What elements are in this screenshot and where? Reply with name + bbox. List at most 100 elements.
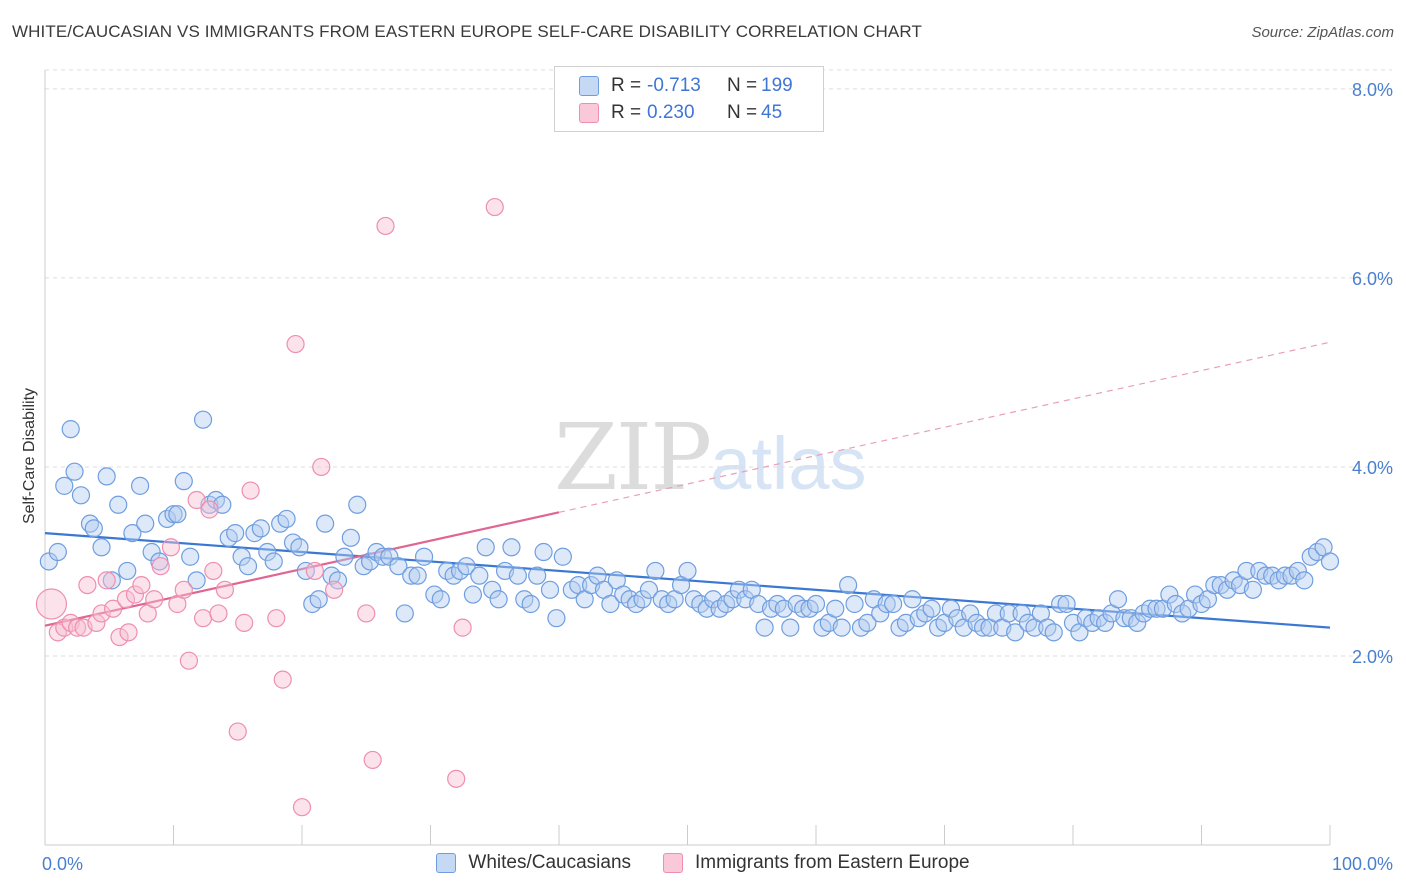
point-whites bbox=[871, 604, 890, 623]
y-tick-label: 2.0% bbox=[1352, 647, 1393, 667]
point-whites bbox=[961, 604, 980, 623]
point-whites bbox=[187, 571, 206, 590]
point-whites bbox=[1243, 580, 1263, 599]
point-whites bbox=[193, 410, 213, 429]
point-whites bbox=[723, 590, 742, 609]
point-whites bbox=[553, 547, 572, 566]
point-whites bbox=[483, 580, 502, 599]
legend-n-label: N = bbox=[727, 102, 758, 123]
point-whites bbox=[1012, 604, 1031, 623]
point-whites bbox=[1096, 613, 1115, 632]
point-immigrants bbox=[132, 575, 151, 595]
point-whites bbox=[414, 547, 434, 566]
point-whites bbox=[92, 538, 111, 557]
point-immigrants bbox=[174, 580, 193, 599]
legend-r-value: 0.230 bbox=[647, 102, 695, 123]
point-immigrants bbox=[193, 609, 213, 628]
point-whites bbox=[999, 604, 1018, 623]
legend-box: R = -0.713 N = 199 R = 0.230 N = 45 bbox=[554, 66, 824, 132]
point-whites bbox=[502, 538, 521, 557]
legend-swatch-whites bbox=[579, 76, 599, 96]
point-immigrants bbox=[145, 590, 164, 609]
point-whites bbox=[941, 599, 961, 618]
point-whites bbox=[1147, 599, 1166, 618]
point-whites bbox=[903, 590, 922, 609]
point-whites bbox=[164, 505, 183, 524]
legend-n-value: 45 bbox=[761, 102, 783, 123]
point-whites bbox=[65, 462, 84, 481]
point-immigrants bbox=[187, 490, 206, 510]
bottom-legend-label-immigrants: Immigrants from Eastern Europe bbox=[695, 852, 970, 873]
point-whites bbox=[489, 590, 508, 609]
point-immigrants bbox=[116, 590, 136, 609]
legend-r-value: -0.713 bbox=[647, 75, 701, 96]
point-immigrants bbox=[305, 561, 324, 581]
point-whites bbox=[258, 542, 277, 562]
bottom-legend-label-whites: Whites/Caucasians bbox=[468, 852, 632, 873]
point-whites bbox=[402, 566, 421, 585]
point-whites bbox=[118, 561, 137, 581]
point-whites bbox=[1044, 623, 1063, 642]
point-immigrants bbox=[241, 481, 260, 500]
point-immigrants bbox=[267, 609, 286, 628]
point-whites bbox=[639, 580, 659, 599]
y-tick-label: 8.0% bbox=[1352, 80, 1393, 100]
point-whites bbox=[755, 618, 774, 637]
point-whites bbox=[883, 594, 903, 614]
point-whites bbox=[1320, 552, 1340, 571]
point-whites bbox=[251, 519, 270, 538]
point-whites bbox=[476, 538, 495, 557]
point-whites bbox=[264, 552, 283, 571]
point-whites bbox=[633, 590, 652, 609]
x-tick-label-max: 100.0% bbox=[1332, 854, 1393, 874]
point-immigrants bbox=[485, 197, 504, 217]
point-whites bbox=[277, 509, 296, 529]
bottom-legend-whites: Whites/Caucasians bbox=[436, 852, 631, 874]
point-whites bbox=[697, 599, 716, 618]
point-whites bbox=[1108, 590, 1128, 609]
point-whites bbox=[508, 566, 527, 585]
point-whites bbox=[470, 566, 489, 585]
point-whites bbox=[316, 514, 335, 533]
point-whites bbox=[1295, 571, 1314, 590]
bottom-legend-swatch-immigrants bbox=[663, 853, 684, 873]
y-tick-label: 4.0% bbox=[1352, 458, 1393, 478]
point-whites bbox=[1237, 561, 1256, 581]
point-whites bbox=[463, 585, 483, 604]
point-immigrants bbox=[273, 670, 292, 689]
legend-swatch-immigrants bbox=[579, 103, 599, 123]
point-whites bbox=[181, 547, 200, 566]
point-whites bbox=[309, 590, 328, 609]
point-whites bbox=[238, 557, 258, 576]
point-whites bbox=[48, 542, 67, 562]
point-whites bbox=[806, 594, 826, 614]
point-immigrants bbox=[228, 722, 247, 741]
point-immigrants bbox=[235, 613, 254, 632]
point-whites bbox=[678, 561, 697, 581]
point-whites bbox=[408, 566, 427, 585]
point-whites bbox=[328, 571, 348, 590]
point-whites bbox=[290, 538, 309, 557]
point-whites bbox=[540, 580, 560, 599]
point-immigrants bbox=[453, 618, 472, 637]
point-whites bbox=[601, 594, 620, 614]
point-whites bbox=[431, 590, 450, 609]
bottom-legend-swatch-whites bbox=[436, 853, 457, 873]
point-immigrants bbox=[104, 599, 123, 618]
point-whites bbox=[174, 472, 193, 491]
tick-labels: 2.0% 4.0% 6.0% 8.0% 0.0% 100.0% bbox=[42, 80, 1393, 874]
point-whites bbox=[136, 514, 155, 533]
point-whites bbox=[1128, 613, 1147, 632]
point-whites bbox=[226, 524, 245, 543]
point-whites bbox=[102, 571, 121, 590]
axes bbox=[44, 70, 1331, 846]
legend-r-label: R = bbox=[611, 102, 642, 123]
point-immigrants bbox=[119, 623, 138, 642]
point-whites bbox=[395, 604, 414, 623]
point-immigrants bbox=[68, 618, 87, 637]
point-immigrants bbox=[312, 457, 331, 477]
point-whites bbox=[84, 519, 103, 538]
point-whites bbox=[729, 580, 749, 599]
source-credit: Source: ZipAtlas.com bbox=[1251, 24, 1394, 41]
